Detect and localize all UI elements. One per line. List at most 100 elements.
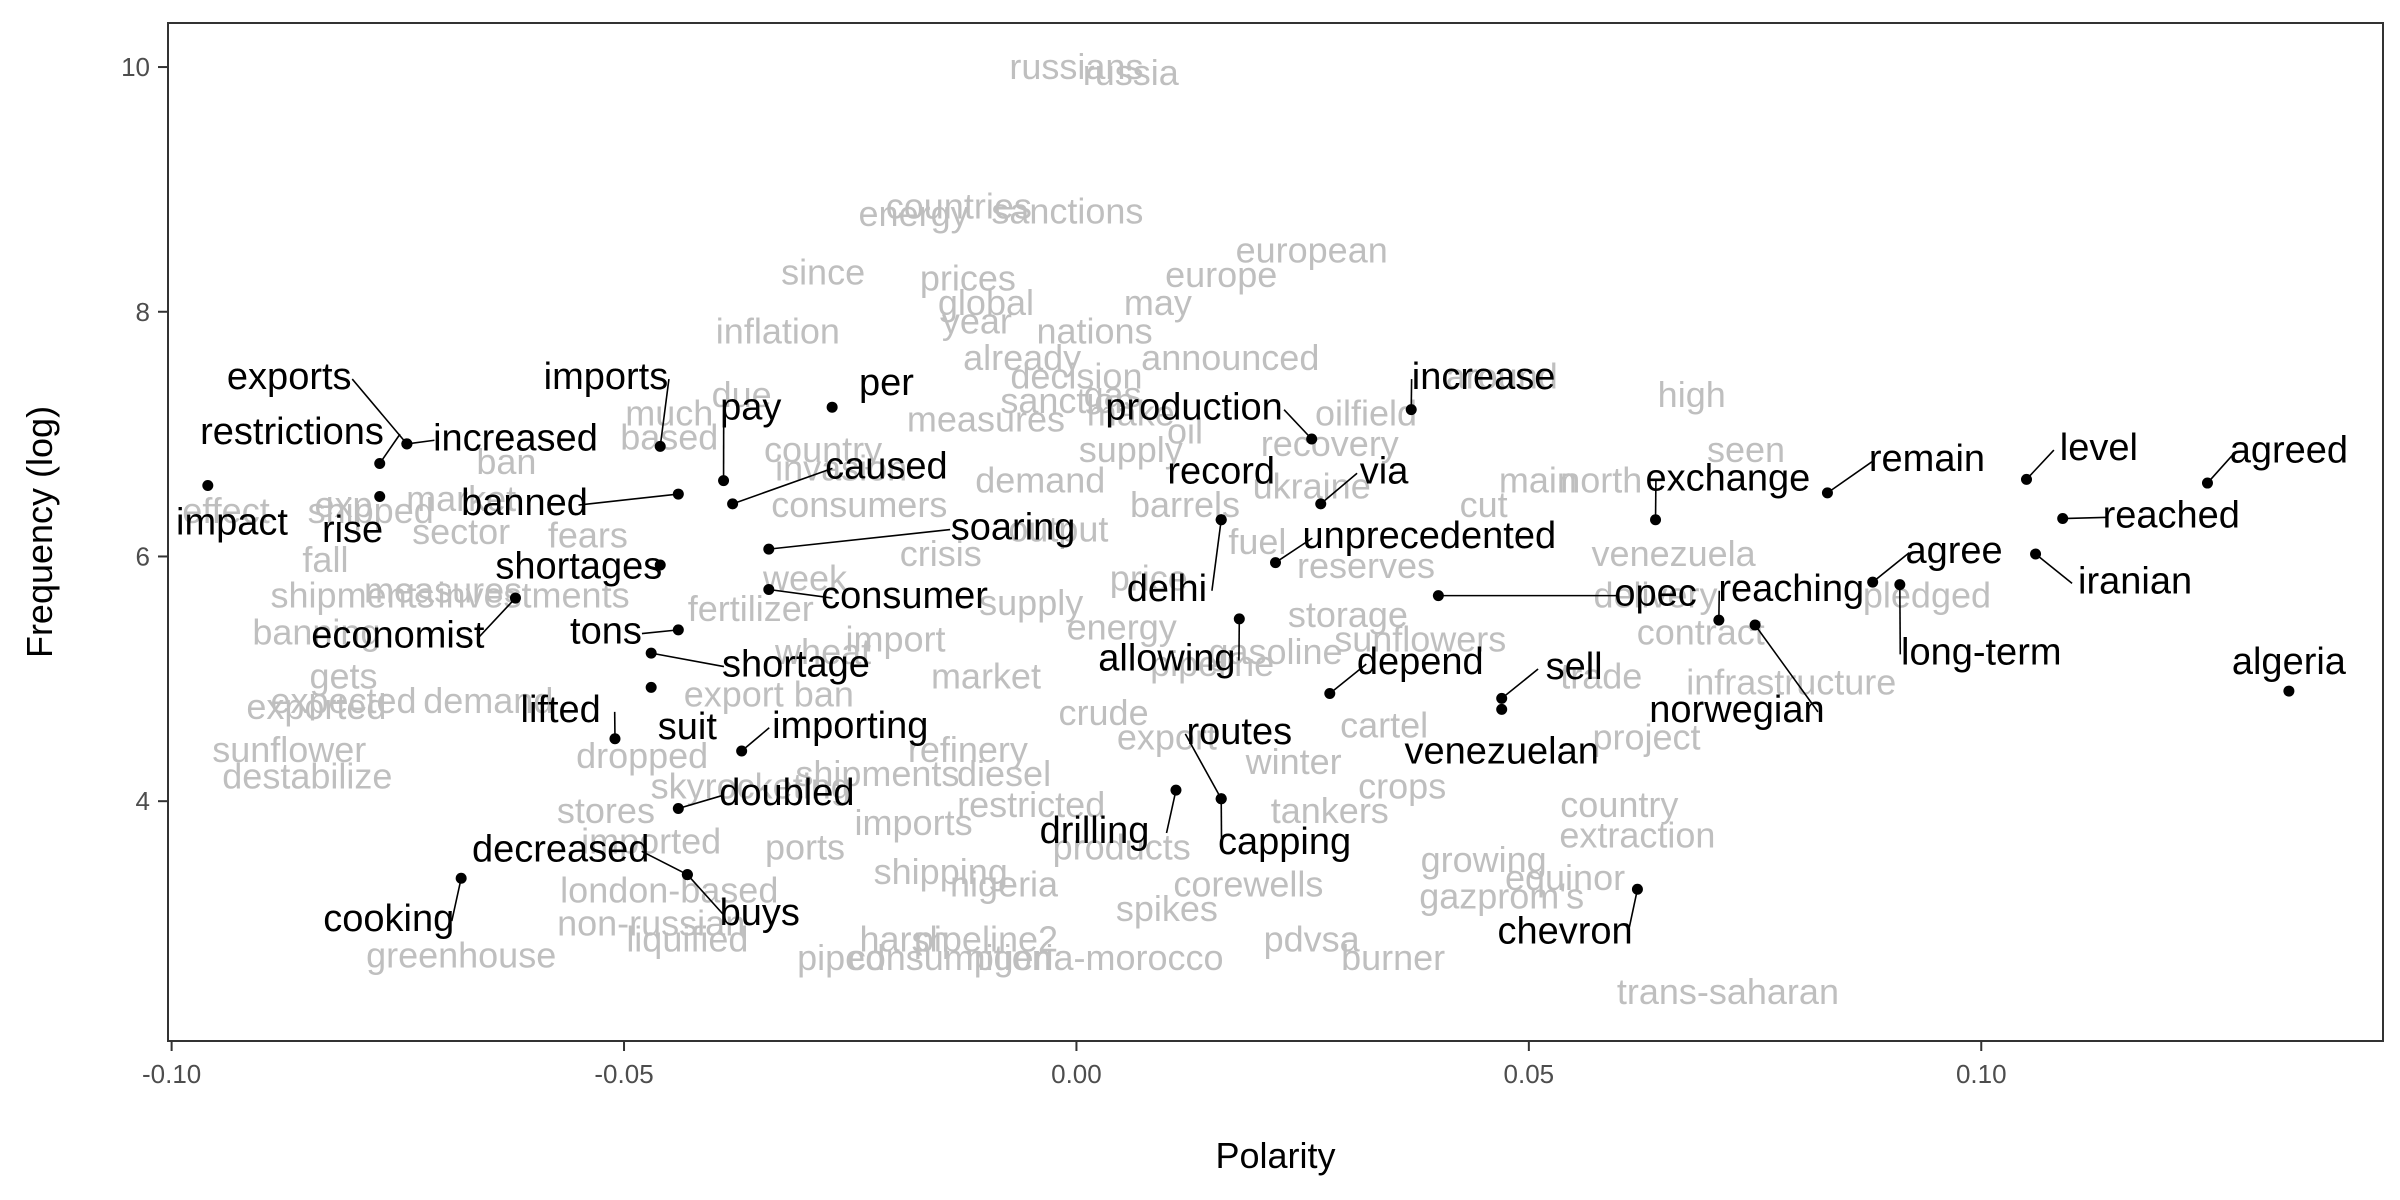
word-point — [1650, 514, 1662, 526]
background-word: sanction — [1000, 380, 1134, 421]
word-point — [763, 543, 775, 555]
background-word: fears — [548, 515, 628, 556]
x-tick-label: 0.10 — [1956, 1059, 2007, 1089]
word-point — [374, 491, 386, 503]
x-axis-ticks: -0.10 -0.05 0.00 0.05 0.10 — [142, 1041, 2007, 1089]
word-label: reached — [2103, 494, 2240, 536]
background-word: energy — [1067, 606, 1177, 647]
background-word: russians — [1009, 46, 1143, 87]
background-word: market — [406, 478, 516, 519]
word-label: economist — [311, 614, 485, 656]
word-point — [2057, 513, 2069, 525]
word-point — [1215, 514, 1227, 526]
word-point — [763, 584, 775, 596]
background-word: around — [1446, 356, 1558, 397]
word-label: increased — [433, 417, 598, 459]
word-point — [2201, 477, 2213, 489]
background-word: price — [1110, 557, 1188, 598]
word-point — [2021, 473, 2033, 485]
word-point — [1405, 404, 1417, 416]
word-label: allowing — [1098, 638, 1235, 680]
background-word: announced — [1141, 337, 1319, 378]
word-label: pay — [720, 387, 781, 429]
background-word: shipping — [874, 851, 1008, 892]
background-word: year — [942, 301, 1012, 342]
leader-line — [578, 493, 679, 506]
background-word: pipeline — [1150, 643, 1274, 684]
background-word: pdvsa — [1264, 918, 1361, 959]
x-tick-label: -0.10 — [142, 1059, 201, 1089]
background-word: cartel — [1340, 704, 1428, 745]
x-tick-label: 0.05 — [1504, 1059, 1555, 1089]
word-point — [672, 803, 684, 815]
background-word: country — [1560, 784, 1678, 825]
word-label: suit — [658, 706, 718, 748]
background-word: decision — [1010, 356, 1142, 397]
word-label: imports — [544, 356, 669, 398]
word-point — [727, 498, 739, 510]
word-point — [455, 872, 467, 884]
word-point — [826, 401, 838, 413]
word-point — [1315, 498, 1327, 510]
word-label: opec — [1614, 573, 1696, 615]
background-word: fertilizer — [688, 588, 814, 629]
leader-line — [1872, 552, 1910, 583]
y-tick-label: 8 — [136, 297, 150, 327]
leader-line — [678, 794, 725, 810]
background-word: since — [781, 252, 865, 293]
leader-line — [379, 433, 401, 464]
y-tick-label: 4 — [136, 786, 150, 816]
background-word: global — [938, 282, 1034, 323]
word-point — [736, 745, 748, 757]
background-word: shipped — [308, 490, 434, 531]
word-label: delhi — [1127, 568, 1207, 610]
word-label: exchange — [1646, 458, 1811, 500]
word-label: soaring — [951, 507, 1076, 549]
background-word: already — [963, 337, 1081, 378]
background-word: liquified — [626, 918, 748, 959]
word-label: norwegian — [1649, 689, 1824, 731]
word-point — [509, 592, 521, 604]
leader-line — [2206, 451, 2236, 484]
background-word: oil — [1167, 411, 1203, 452]
background-word: inflation — [716, 310, 840, 351]
background-word: sanctions — [991, 190, 1143, 231]
word-label: lifted — [521, 689, 601, 731]
background-word: seen — [1707, 429, 1785, 470]
leader-line — [641, 850, 688, 876]
background-word: consumers — [771, 484, 947, 525]
word-point — [1867, 576, 1879, 588]
word-label: importing — [772, 705, 928, 747]
word-label: rise — [322, 509, 383, 551]
leader-line — [1184, 733, 1222, 800]
word-label: unprecedented — [1303, 515, 1557, 557]
background-word: energy — [859, 193, 969, 234]
background-word: countries — [886, 185, 1032, 226]
background-word: prices — [920, 258, 1016, 299]
background-word: shipments — [795, 753, 959, 794]
background-word: much — [625, 392, 713, 433]
word-label: routes — [1186, 711, 1292, 753]
background-word: diesel — [957, 753, 1051, 794]
word-label: via — [1360, 450, 1409, 492]
word-point — [1894, 579, 1906, 591]
leader-line — [686, 874, 725, 916]
background-word: oilfield — [1315, 392, 1417, 433]
background-word: main — [1499, 460, 1577, 501]
word-point — [645, 647, 657, 659]
word-point — [1432, 590, 1444, 602]
word-point — [645, 681, 657, 693]
word-point — [1306, 433, 1318, 445]
leader-line — [2035, 553, 2073, 585]
background-word: tankers — [1271, 790, 1389, 831]
background-word: gas — [1084, 374, 1142, 415]
word-point — [374, 457, 386, 469]
background-word: output — [1008, 509, 1108, 550]
background-word: ukraine — [1253, 466, 1371, 507]
word-label: per — [859, 362, 914, 404]
background-word: based — [620, 417, 718, 458]
background-word: extraction — [1559, 814, 1715, 855]
word-label: cooking — [323, 898, 454, 940]
background-word: restricted — [957, 784, 1105, 825]
leader-line — [1275, 537, 1313, 564]
